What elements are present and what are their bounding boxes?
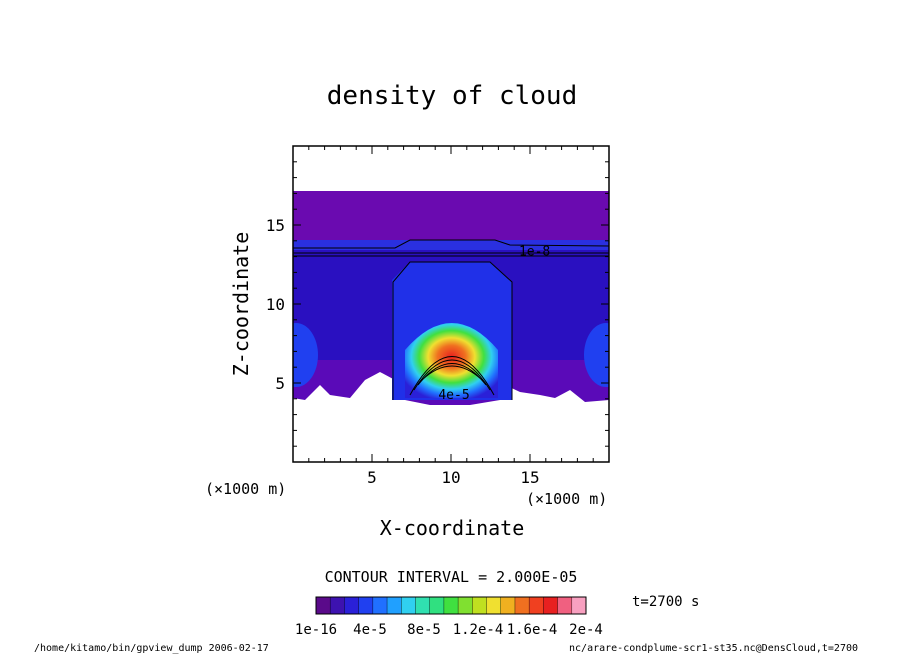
contour-labels: 1e-8 4e-5: [438, 244, 550, 403]
upper-contour-lines: [293, 239, 609, 257]
colorbar-swatch: [401, 597, 416, 614]
colorbar-swatch: [344, 597, 360, 614]
colorbar-swatch: [372, 597, 388, 614]
contour-label: 1e-8: [519, 244, 550, 259]
colorbar-swatch: [443, 597, 459, 614]
colorbar-swatch: [316, 597, 331, 614]
plume-inner-contours: [409, 356, 495, 396]
colorbar-swatch: [358, 597, 374, 614]
time-label: t=2700 s: [632, 594, 699, 610]
chart-title: density of cloud: [327, 81, 577, 111]
colorbar-swatch: [330, 597, 345, 614]
colorbar-swatch: [500, 597, 516, 614]
tick-labels: 5 10 15 5 10 15: [266, 216, 540, 487]
colorbar-swatch: [543, 597, 559, 614]
x-axis-label: X-coordinate: [380, 516, 525, 540]
y-axis-label: Z-coordinate: [229, 232, 253, 377]
y-tick-label: 10: [266, 295, 285, 314]
right-edge-feature: [584, 323, 609, 387]
x-tick-label: 15: [520, 468, 539, 487]
colorbar-tick-labels: 1e-16 4e-5 8e-5 1.2e-4 1.6e-4 2e-4: [295, 622, 603, 638]
colorbar-swatch: [429, 597, 445, 614]
contour-interval: CONTOUR INTERVAL = 2.000E-05: [325, 568, 578, 586]
colorbar-swatch: [514, 597, 530, 614]
y-tick-label: 15: [266, 216, 285, 235]
colorbar-swatch: [472, 597, 488, 614]
colorbar-swatch: [529, 597, 544, 614]
y-tick-label: 5: [275, 374, 285, 393]
plot-area: [293, 191, 609, 405]
footer-left: /home/kitamo/bin/gpview_dump 2006-02-17: [34, 643, 269, 654]
colorbar-tick-label: 1.2e-4: [453, 622, 504, 638]
colorbar-swatch: [387, 597, 402, 614]
colorbar-swatch: [415, 597, 431, 614]
colorbar-swatch: [557, 597, 573, 614]
contour-label: 4e-5: [438, 388, 469, 403]
axis-ticks: [293, 146, 609, 462]
x-tick-label: 5: [367, 468, 377, 487]
plume-outer-contour: [392, 261, 513, 400]
colorbar-tick-label: 8e-5: [407, 622, 441, 638]
x-tick-label: 10: [441, 468, 460, 487]
colorbar-swatch: [571, 597, 587, 614]
colorbar-swatch: [486, 597, 502, 614]
colorbar-frame: [315, 596, 587, 615]
colorbar-tick-label: 1e-16: [295, 622, 337, 638]
footer-right: nc/arare-condplume-scr1-st35.nc@DensClou…: [569, 643, 858, 654]
colorbar-tick-label: 2e-4: [569, 622, 603, 638]
y-unit-right: (×1000 m): [526, 490, 607, 508]
colorbar: [316, 597, 587, 614]
colorbar-tick-label: 1.6e-4: [507, 622, 558, 638]
x-unit-left: (×1000 m): [205, 480, 286, 498]
left-edge-feature: [293, 323, 318, 387]
upper-cloud-layer: [293, 191, 609, 246]
colorbar-swatch: [458, 597, 473, 614]
upper-layer-band: [293, 240, 609, 250]
colorbar-tick-label: 4e-5: [353, 622, 387, 638]
